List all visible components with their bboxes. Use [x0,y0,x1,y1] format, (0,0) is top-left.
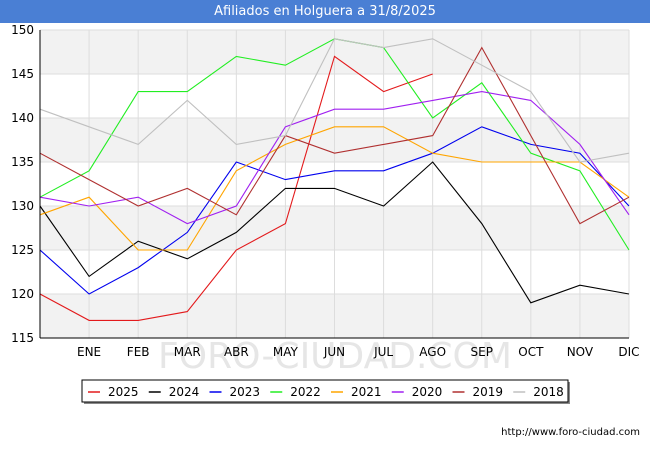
series-line-2020 [39,91,630,225]
legend-label-2021: 2021 [351,385,382,399]
y-tick-label: 135 [11,155,34,169]
y-tick-label: 145 [11,67,34,81]
x-tick-label: AGO [419,345,446,359]
legend-label-2019: 2019 [473,385,504,399]
x-tick-label: ENE [77,345,101,359]
y-tick-label: 120 [11,287,34,301]
x-tick-label: OCT [518,345,544,359]
series-line-2023 [39,126,630,295]
x-tick-label: SEP [471,345,493,359]
x-tick-label: ABR [224,345,249,359]
x-tick-label: NOV [567,345,594,359]
x-tick-label: MAR [174,345,201,359]
x-tick-label: JUL [373,345,393,359]
legend-label-2022: 2022 [290,385,321,399]
y-tick-label: 125 [11,243,34,257]
legend-box [81,379,569,403]
legend-label-2025: 2025 [108,385,139,399]
chart-title: Afiliados en Holguera a 31/8/2025 [0,0,650,23]
legend-label-2020: 2020 [412,385,443,399]
y-tick-label: 150 [11,23,34,37]
series-line-2021 [39,126,630,251]
series-line-2025 [39,55,433,321]
legend-label-2023: 2023 [230,385,261,399]
x-tick-label: FEB [127,345,150,359]
y-tick-label: 130 [11,199,34,213]
x-tick-label: MAY [273,345,299,359]
x-tick-label: JUN [323,345,345,359]
source-url: http://www.foro-ciudad.com [501,427,640,438]
watermark: FORO-CIUDAD.COM [158,336,512,377]
legend-label-2024: 2024 [169,385,200,399]
series-line-2018 [39,38,630,163]
y-tick-label: 115 [11,331,34,345]
y-tick-label: 140 [11,111,34,125]
series-line-2019 [39,46,630,225]
legend-label-2018: 2018 [533,385,564,399]
series-line-2024 [39,161,630,304]
x-tick-label: DIC [618,345,639,359]
